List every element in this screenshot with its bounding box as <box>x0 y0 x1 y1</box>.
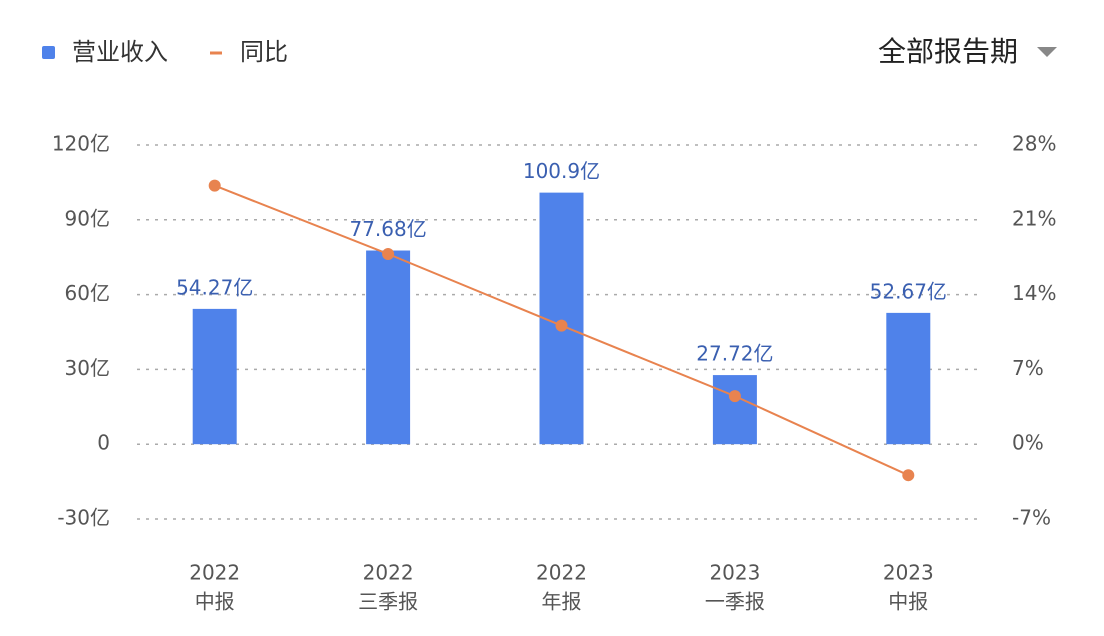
y2-tick-label: 7% <box>1012 356 1044 380</box>
x-tick-label: 中报 <box>195 590 235 614</box>
y-tick-label: 60亿 <box>65 281 110 305</box>
y-tick-label: 30亿 <box>65 356 110 380</box>
bar <box>539 192 584 445</box>
y2-tick-label: 14% <box>1012 281 1056 305</box>
line-point <box>208 179 221 192</box>
line-point <box>728 390 741 403</box>
line-point <box>382 247 395 260</box>
y-tick-label: 90亿 <box>65 206 110 230</box>
y2-tick-label: 21% <box>1012 206 1056 230</box>
bar <box>192 308 237 445</box>
legend-swatch <box>42 46 55 59</box>
y-tick-label: -30亿 <box>57 506 110 530</box>
x-tick-label: 2023 <box>883 561 934 585</box>
y2-tick-label: 0% <box>1012 431 1044 455</box>
x-tick-label: 年报 <box>542 590 582 614</box>
bar <box>712 375 757 445</box>
bar <box>366 250 411 445</box>
legend-label: 营业收入 <box>72 38 168 66</box>
y-tick-label: 120亿 <box>52 132 110 156</box>
x-tick-label: 三季报 <box>358 590 418 614</box>
x-tick-label: 一季报 <box>705 590 765 614</box>
x-tick-label: 2022 <box>189 561 240 585</box>
line-point <box>902 469 915 482</box>
period-selector[interactable]: 全部报告期 <box>878 35 1057 68</box>
line-point <box>555 319 568 332</box>
x-tick-label: 2022 <box>536 561 587 585</box>
period-selector-label[interactable]: 全部报告期 <box>878 35 1018 68</box>
value-label: 27.72亿 <box>696 342 773 366</box>
y-tick-label: 0 <box>97 431 110 455</box>
y2-tick-label: 28% <box>1012 132 1056 156</box>
legend-label: 同比 <box>240 38 288 66</box>
x-tick-label: 中报 <box>888 590 928 614</box>
x-tick-label: 2023 <box>709 561 760 585</box>
value-label: 52.67亿 <box>870 279 947 303</box>
value-label: 100.9亿 <box>523 159 600 183</box>
dropdown-arrow[interactable] <box>1037 47 1057 57</box>
value-label: 77.68亿 <box>349 217 426 241</box>
y2-tick-label: -7% <box>1012 506 1051 530</box>
value-label: 54.27亿 <box>176 275 253 299</box>
x-tick-label: 2022 <box>363 561 414 585</box>
bar <box>886 312 931 445</box>
